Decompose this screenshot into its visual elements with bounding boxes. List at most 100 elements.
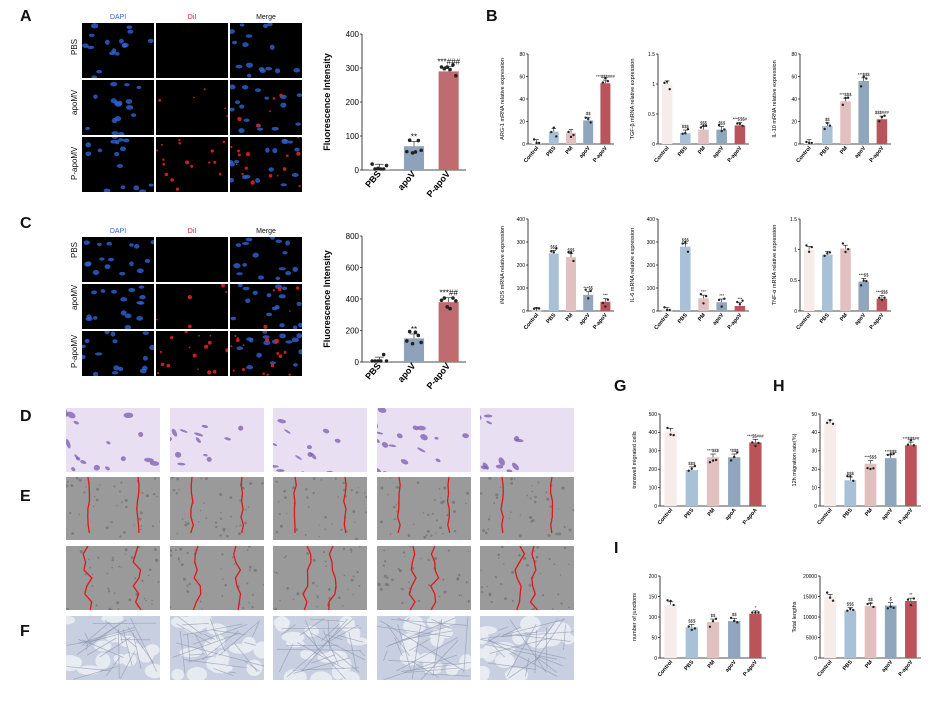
bar (685, 627, 698, 658)
channel-header-dapi: DAPI (109, 228, 127, 235)
category-label: apoV (396, 169, 418, 192)
category-label: PBS (363, 169, 383, 190)
data-point (751, 611, 754, 614)
data-point (410, 151, 415, 155)
wound-image (273, 477, 367, 540)
category-label: apoV (724, 659, 737, 673)
data-point (442, 66, 447, 71)
category-label: Control (653, 312, 670, 331)
significance-label: ***$$$## (903, 436, 920, 441)
y-tick-label: 500 (649, 412, 658, 418)
y-tick-label: 1 (652, 82, 655, 88)
data-point (669, 599, 672, 603)
data-point (846, 609, 849, 612)
significance-label: ***$$ (583, 286, 593, 291)
crystal-image (66, 408, 160, 472)
y-tick-label: 15000 (803, 594, 817, 600)
panel-label-f: F (20, 623, 30, 640)
bar (822, 254, 833, 311)
data-point (589, 121, 592, 124)
category-label: PBS (677, 145, 689, 158)
data-point (699, 126, 703, 129)
panel-label-i: I (614, 540, 619, 557)
data-point (859, 85, 863, 88)
data-point (892, 452, 895, 455)
y-tick-label: 100 (649, 485, 658, 491)
significance-label: ***$$### (747, 433, 764, 438)
data-point (693, 464, 697, 468)
data-point (717, 298, 721, 302)
data-point (589, 289, 592, 293)
category-label: P-apoV (898, 659, 915, 678)
significance-label: $$$ (718, 120, 726, 125)
significance-label: $$$ (688, 618, 696, 623)
micrograph-cell (82, 23, 154, 78)
y-tick-label: 400 (346, 295, 360, 304)
data-point (419, 148, 423, 153)
data-point (370, 162, 374, 166)
data-point (909, 603, 913, 607)
data-point (681, 242, 684, 245)
data-point (844, 250, 847, 254)
y-axis-label: TNF-α mRNA relative expression (772, 225, 778, 306)
data-point (880, 115, 884, 119)
significance-label: $$$ (700, 120, 708, 125)
bar (566, 132, 576, 144)
bar (664, 604, 677, 658)
data-point (844, 96, 847, 100)
micrograph-cell (156, 23, 228, 78)
data-point (754, 611, 757, 614)
y-tick-label: 0 (355, 358, 360, 367)
data-point (668, 88, 671, 91)
micrograph-cell (82, 284, 154, 329)
category-label: P-apoV (425, 361, 453, 391)
y-axis-label: IL-10 mRNA relative expression (772, 60, 778, 137)
chart-c-fluorescence-intensity: Fluorescence Intensity 0 200 400 600 800 PBS **… (322, 222, 470, 391)
data-point (376, 166, 380, 171)
bar (734, 305, 746, 311)
micrograph-cell (230, 137, 302, 192)
wound-image (376, 477, 471, 540)
y-tick-label: 200 (649, 574, 658, 580)
data-point (717, 124, 721, 127)
significance-label: $$$ (682, 237, 690, 242)
data-point (878, 296, 881, 300)
bar (706, 621, 720, 658)
chart-b-tnfa: TNF-α mRNA relative expression 0 0.5 1 1.5 Co… (770, 205, 895, 345)
category-label: PBS (842, 507, 854, 520)
y-tick-label: 200 (517, 263, 526, 269)
data-point (886, 453, 889, 457)
y-tick-label: 100 (649, 615, 658, 621)
y-tick-label: 60 (519, 74, 525, 80)
micrograph-cell (156, 80, 228, 135)
y-tick-label: 40 (811, 430, 817, 436)
significance-label: $$ (586, 111, 591, 116)
panel-e-wound-row-12h (66, 546, 574, 610)
category-label: PBS (545, 312, 557, 325)
tube-image (273, 616, 367, 680)
data-point (445, 65, 450, 69)
data-point (866, 466, 869, 470)
channel-header-merge: Merge (256, 14, 276, 21)
y-tick-label: 0 (652, 142, 655, 148)
row-label-apomv: apoMV (70, 89, 79, 115)
data-point (537, 307, 541, 310)
bar (840, 101, 851, 144)
category-label: PM (864, 659, 874, 669)
data-point (810, 245, 813, 249)
significance-label: $$ (711, 613, 716, 618)
y-tick-label: 600 (346, 263, 360, 272)
data-point (714, 617, 718, 620)
y-tick-label: 0.5 (648, 112, 655, 118)
category-label: PBS (683, 659, 695, 672)
y-tick-label: 40 (791, 97, 797, 103)
category-label: PBS (842, 659, 854, 672)
data-point (665, 308, 669, 312)
y-tick-label: 400 (346, 30, 360, 39)
category-label: apoV (854, 312, 867, 326)
data-point (708, 461, 712, 464)
chart-svg: Total lengths 0 5000 10000 15000 20000 Control… (792, 574, 921, 678)
significance-label: ***$$$ (707, 448, 720, 453)
y-tick-label: 80 (791, 52, 797, 58)
data-point (535, 141, 538, 145)
